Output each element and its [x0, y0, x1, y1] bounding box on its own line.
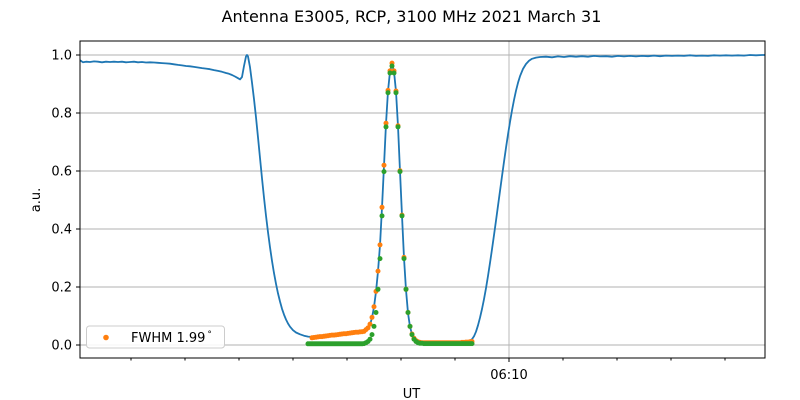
scatter-dot [369, 332, 375, 338]
scatter-dot [397, 169, 403, 175]
scatter-dot [395, 124, 401, 130]
scatter-dot [367, 336, 373, 342]
scatter-dot [381, 169, 387, 175]
scatter-dot [373, 310, 379, 315]
y-tick-label: 0.4 [51, 223, 72, 238]
scatter-dot [371, 304, 377, 310]
y-tick-label: 0.8 [51, 107, 72, 122]
chart-title: Antenna E3005, RCP, 3100 MHz 2021 March … [222, 7, 602, 26]
scatter-dot [365, 325, 371, 331]
y-axis-label: a.u. [29, 188, 44, 212]
x-axis-label: UT [403, 387, 421, 400]
y-tick-label: 0.2 [51, 281, 72, 296]
scatter-dot [405, 310, 411, 315]
scatter-dot [369, 314, 375, 320]
legend: FWHM 1.99 ° [86, 325, 225, 349]
scatter-dot [371, 323, 377, 329]
legend-marker-dot [103, 334, 109, 341]
scatter-dot [367, 321, 373, 327]
scatter-dot [375, 286, 381, 292]
x-tick-label: 06:10 [490, 368, 527, 383]
scatter-dot [381, 162, 387, 168]
scatter-dot [383, 124, 389, 130]
scatter-dot [387, 70, 393, 76]
scatter-dot [377, 256, 383, 262]
scatter-dot [379, 213, 385, 219]
axes-spines [79, 40, 766, 359]
scatter-dot [393, 90, 399, 96]
legend-box [86, 325, 225, 349]
scatter-dot [377, 242, 383, 248]
scatter-dot [407, 323, 413, 329]
axis-ticks [76, 54, 726, 362]
gaussian-fit-dots [305, 63, 475, 347]
scatter-dot [403, 286, 409, 292]
scatter-dot [391, 70, 397, 76]
scatter-dot [375, 268, 381, 274]
scatter-dot [379, 204, 385, 210]
y-tick-label: 1.0 [51, 49, 72, 64]
scatter-dot [409, 332, 415, 338]
y-tick-label: 0.6 [51, 165, 72, 180]
legend-label: FWHM 1.99 ° [131, 330, 212, 346]
scatter-dot [385, 90, 391, 96]
scatter-dot [383, 120, 389, 126]
scatter-dot [401, 256, 407, 262]
scatter-dot [469, 341, 475, 347]
plot-area [80, 54, 765, 347]
scatter-dot [399, 213, 405, 219]
y-tick-label: 0.0 [51, 339, 72, 354]
scatter-dot [389, 63, 395, 69]
